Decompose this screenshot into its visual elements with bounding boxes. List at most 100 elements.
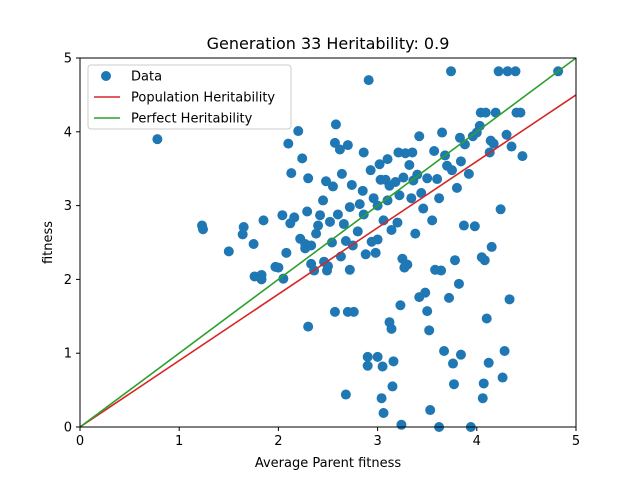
data-point xyxy=(395,300,406,311)
data-point xyxy=(493,66,504,77)
legend-marker-data xyxy=(101,71,111,81)
data-point xyxy=(406,193,417,204)
data-point xyxy=(418,203,429,214)
data-point xyxy=(283,138,294,149)
data-point xyxy=(506,141,517,152)
data-point xyxy=(293,126,304,137)
x-tick-label: 5 xyxy=(572,434,580,449)
data-point xyxy=(449,255,460,266)
data-point xyxy=(392,217,403,228)
legend-entry-label: Data xyxy=(131,70,162,85)
data-point xyxy=(404,160,415,171)
data-point xyxy=(376,393,387,404)
y-tick-label: 0 xyxy=(64,421,72,436)
data-point xyxy=(455,349,466,360)
y-tick-label: 3 xyxy=(64,199,72,214)
data-point xyxy=(334,144,345,155)
data-point xyxy=(483,357,494,368)
data-point xyxy=(302,206,313,217)
x-tick-label: 0 xyxy=(76,434,84,449)
data-point xyxy=(517,151,528,162)
chart-title: Generation 33 Heritability: 0.9 xyxy=(207,34,450,53)
data-point xyxy=(315,210,326,221)
legend-entry-label: Population Heritability xyxy=(131,91,275,106)
data-point xyxy=(414,131,425,142)
data-point xyxy=(437,127,448,138)
data-point xyxy=(372,234,383,245)
data-point xyxy=(327,181,338,192)
data-point xyxy=(358,147,369,158)
data-point xyxy=(237,229,248,240)
data-point xyxy=(323,261,333,272)
data-point xyxy=(478,378,489,389)
data-point xyxy=(326,237,337,248)
data-point xyxy=(390,176,401,187)
data-point xyxy=(510,66,521,77)
data-point xyxy=(238,222,249,232)
data-point xyxy=(223,246,234,257)
data-point xyxy=(386,323,397,334)
data-point xyxy=(455,156,466,167)
data-point xyxy=(256,274,267,285)
axis-ticks: 0 1 2 3 4 5 0 1 2 3 4 5 xyxy=(64,52,580,450)
data-point xyxy=(481,313,492,324)
data-point xyxy=(451,182,462,193)
data-point xyxy=(318,195,329,206)
data-point xyxy=(336,168,347,179)
data-point xyxy=(499,345,510,356)
data-point xyxy=(515,107,526,118)
data-point xyxy=(402,259,413,270)
data-point xyxy=(502,66,513,77)
data-point xyxy=(388,356,399,367)
data-point xyxy=(378,407,389,418)
x-tick-label: 2 xyxy=(274,434,282,449)
data-point xyxy=(425,405,436,416)
data-point xyxy=(495,204,506,215)
data-point xyxy=(377,361,388,372)
data-point xyxy=(398,172,409,183)
data-point xyxy=(354,199,365,210)
data-point xyxy=(446,66,457,77)
data-point xyxy=(486,241,497,252)
x-tick-label: 1 xyxy=(175,434,183,449)
data-point xyxy=(152,134,163,145)
data-point xyxy=(363,75,374,86)
data-point xyxy=(344,264,355,275)
data-point xyxy=(340,389,351,400)
population-heritability-line xyxy=(79,94,577,428)
data-point xyxy=(348,306,359,317)
data-point xyxy=(362,360,373,371)
data-point xyxy=(444,292,455,303)
data-point xyxy=(344,202,355,213)
data-point xyxy=(458,220,469,231)
data-point xyxy=(258,215,269,226)
data-point xyxy=(306,240,317,251)
data-point xyxy=(386,224,397,235)
x-tick-label: 4 xyxy=(473,434,481,449)
data-point xyxy=(501,129,512,140)
data-point xyxy=(198,224,209,235)
data-point xyxy=(422,173,433,184)
data-point xyxy=(286,168,297,179)
data-point xyxy=(277,210,288,221)
data-point xyxy=(338,219,349,230)
data-point xyxy=(447,165,457,176)
data-point xyxy=(311,228,322,239)
data-point xyxy=(313,220,324,231)
data-point xyxy=(469,221,480,232)
data-point xyxy=(463,168,474,179)
data-point xyxy=(436,265,447,276)
y-tick-label: 5 xyxy=(64,52,72,67)
data-point xyxy=(248,238,259,249)
data-point xyxy=(342,140,353,151)
data-point xyxy=(387,381,398,392)
x-tick-label: 3 xyxy=(373,434,381,449)
data-point xyxy=(321,176,332,187)
data-point xyxy=(394,190,405,201)
data-point xyxy=(497,372,508,383)
data-point xyxy=(303,321,314,332)
data-point xyxy=(448,379,459,390)
data-point xyxy=(346,179,357,190)
data-point xyxy=(297,153,308,164)
